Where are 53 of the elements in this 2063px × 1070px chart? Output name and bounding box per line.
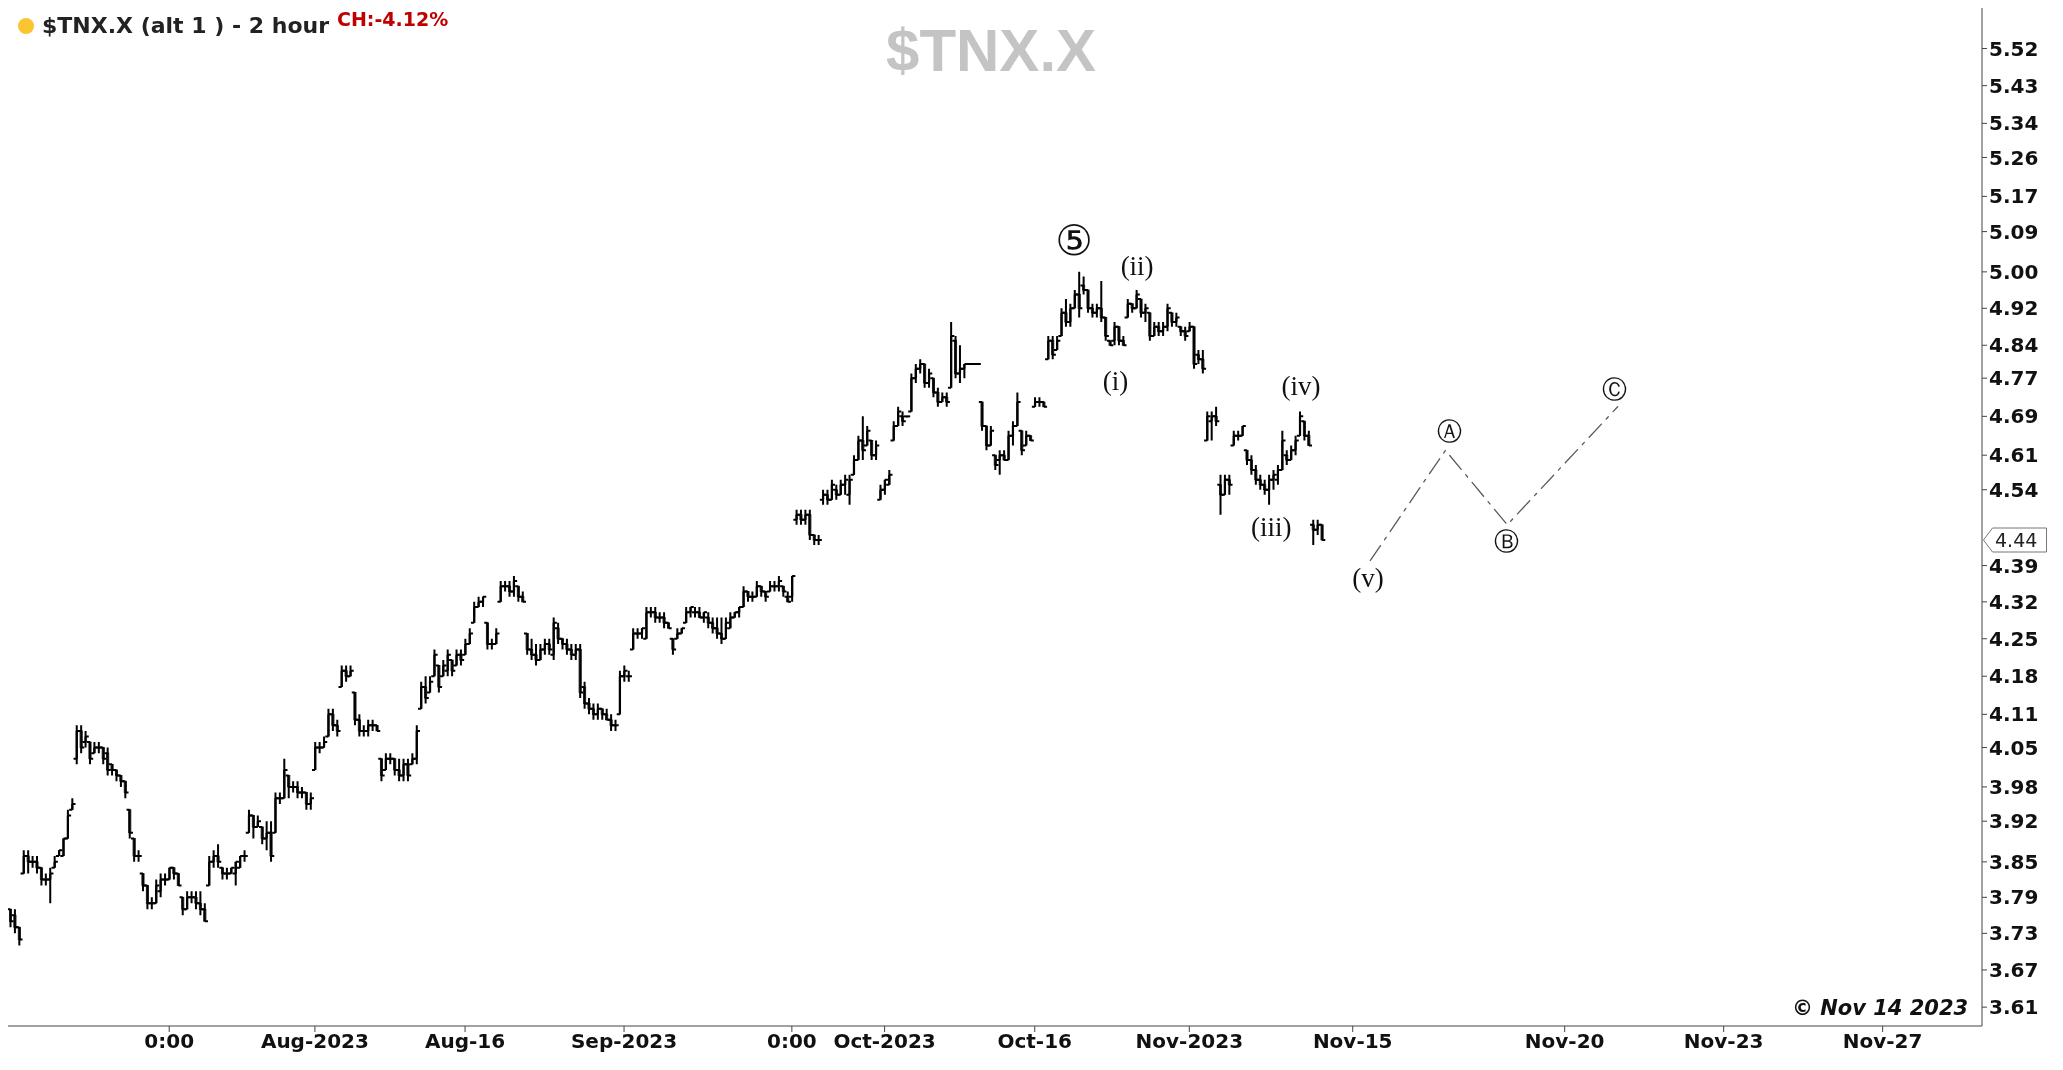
annotation: (iii): [1251, 511, 1292, 542]
y-tick-label: 5.34: [1989, 111, 2039, 136]
annotation: © Nov 14 2023: [1791, 995, 1969, 1020]
y-tick-label: 4.84: [1989, 333, 2039, 358]
y-tick-label: 4.18: [1989, 664, 2039, 689]
y-tick-label: 4.39: [1989, 553, 2039, 578]
annotation: (v): [1352, 562, 1384, 593]
x-tick-label: 0:00: [144, 1029, 195, 1054]
y-tick-label: 4.25: [1989, 626, 2039, 651]
y-tick-label: 5.09: [1989, 219, 2039, 244]
chart-subtitle: CH:-4.12%: [337, 8, 449, 30]
x-tick-label: Oct-2023: [833, 1029, 936, 1054]
y-tick-label: 3.61: [1989, 995, 2039, 1020]
annotation: Ⓒ: [1602, 375, 1628, 403]
annotation: (ii): [1120, 250, 1154, 281]
y-tick-label: 3.85: [1989, 849, 2039, 874]
x-tick-label: Aug-2023: [260, 1029, 369, 1054]
annotation: (iv): [1281, 370, 1321, 401]
y-tick-label: 3.67: [1989, 958, 2039, 983]
x-tick-label: Nov-23: [1683, 1029, 1764, 1054]
x-tick-label: Oct-16: [997, 1029, 1073, 1054]
price-tag: 4.44: [1983, 527, 2047, 553]
y-tick-label: 4.69: [1989, 404, 2039, 429]
y-tick-label: 3.92: [1989, 809, 2039, 834]
y-tick-label: 3.73: [1989, 921, 2039, 946]
annotation: Ⓑ: [1493, 527, 1519, 555]
annotation: (i): [1102, 365, 1129, 396]
y-tick-label: 4.61: [1989, 443, 2039, 468]
annotation: $TNX.X: [886, 15, 1097, 85]
x-tick-label: Nov-15: [1312, 1029, 1393, 1054]
x-tick-label: Sep-2023: [570, 1029, 678, 1054]
y-tick-label: 3.79: [1989, 885, 2039, 910]
y-tick-label: 4.77: [1989, 366, 2039, 391]
y-tick-label: 4.92: [1989, 296, 2039, 321]
y-tick-label: 4.11: [1989, 702, 2039, 727]
y-tick-label: 5.17: [1989, 184, 2039, 209]
y-tick-label: 5.26: [1989, 145, 2039, 170]
y-tick-label: 4.54: [1989, 477, 2039, 502]
y-tick-label: 5.52: [1989, 36, 2039, 61]
y-tick-label: 5.43: [1989, 73, 2039, 98]
y-tick-label: 4.05: [1989, 735, 2039, 760]
y-tick-label: 4.32: [1989, 589, 2039, 614]
x-tick-label: Nov-2023: [1135, 1029, 1244, 1054]
x-tick-label: 0:00: [766, 1029, 817, 1054]
line-series: [1369, 406, 1619, 562]
x-tick-label: Nov-20: [1524, 1029, 1605, 1054]
x-tick-label: Aug-16: [424, 1029, 506, 1054]
annotation: ⑤: [1055, 218, 1093, 265]
y-tick-label: 3.98: [1989, 775, 2039, 799]
annotation: Ⓐ: [1436, 417, 1462, 445]
chart-title: $TNX.X (alt 1 ) - 2 hour: [42, 13, 330, 38]
x-tick-label: Nov-27: [1842, 1029, 1923, 1054]
y-tick-label: 5.00: [1989, 259, 2039, 284]
